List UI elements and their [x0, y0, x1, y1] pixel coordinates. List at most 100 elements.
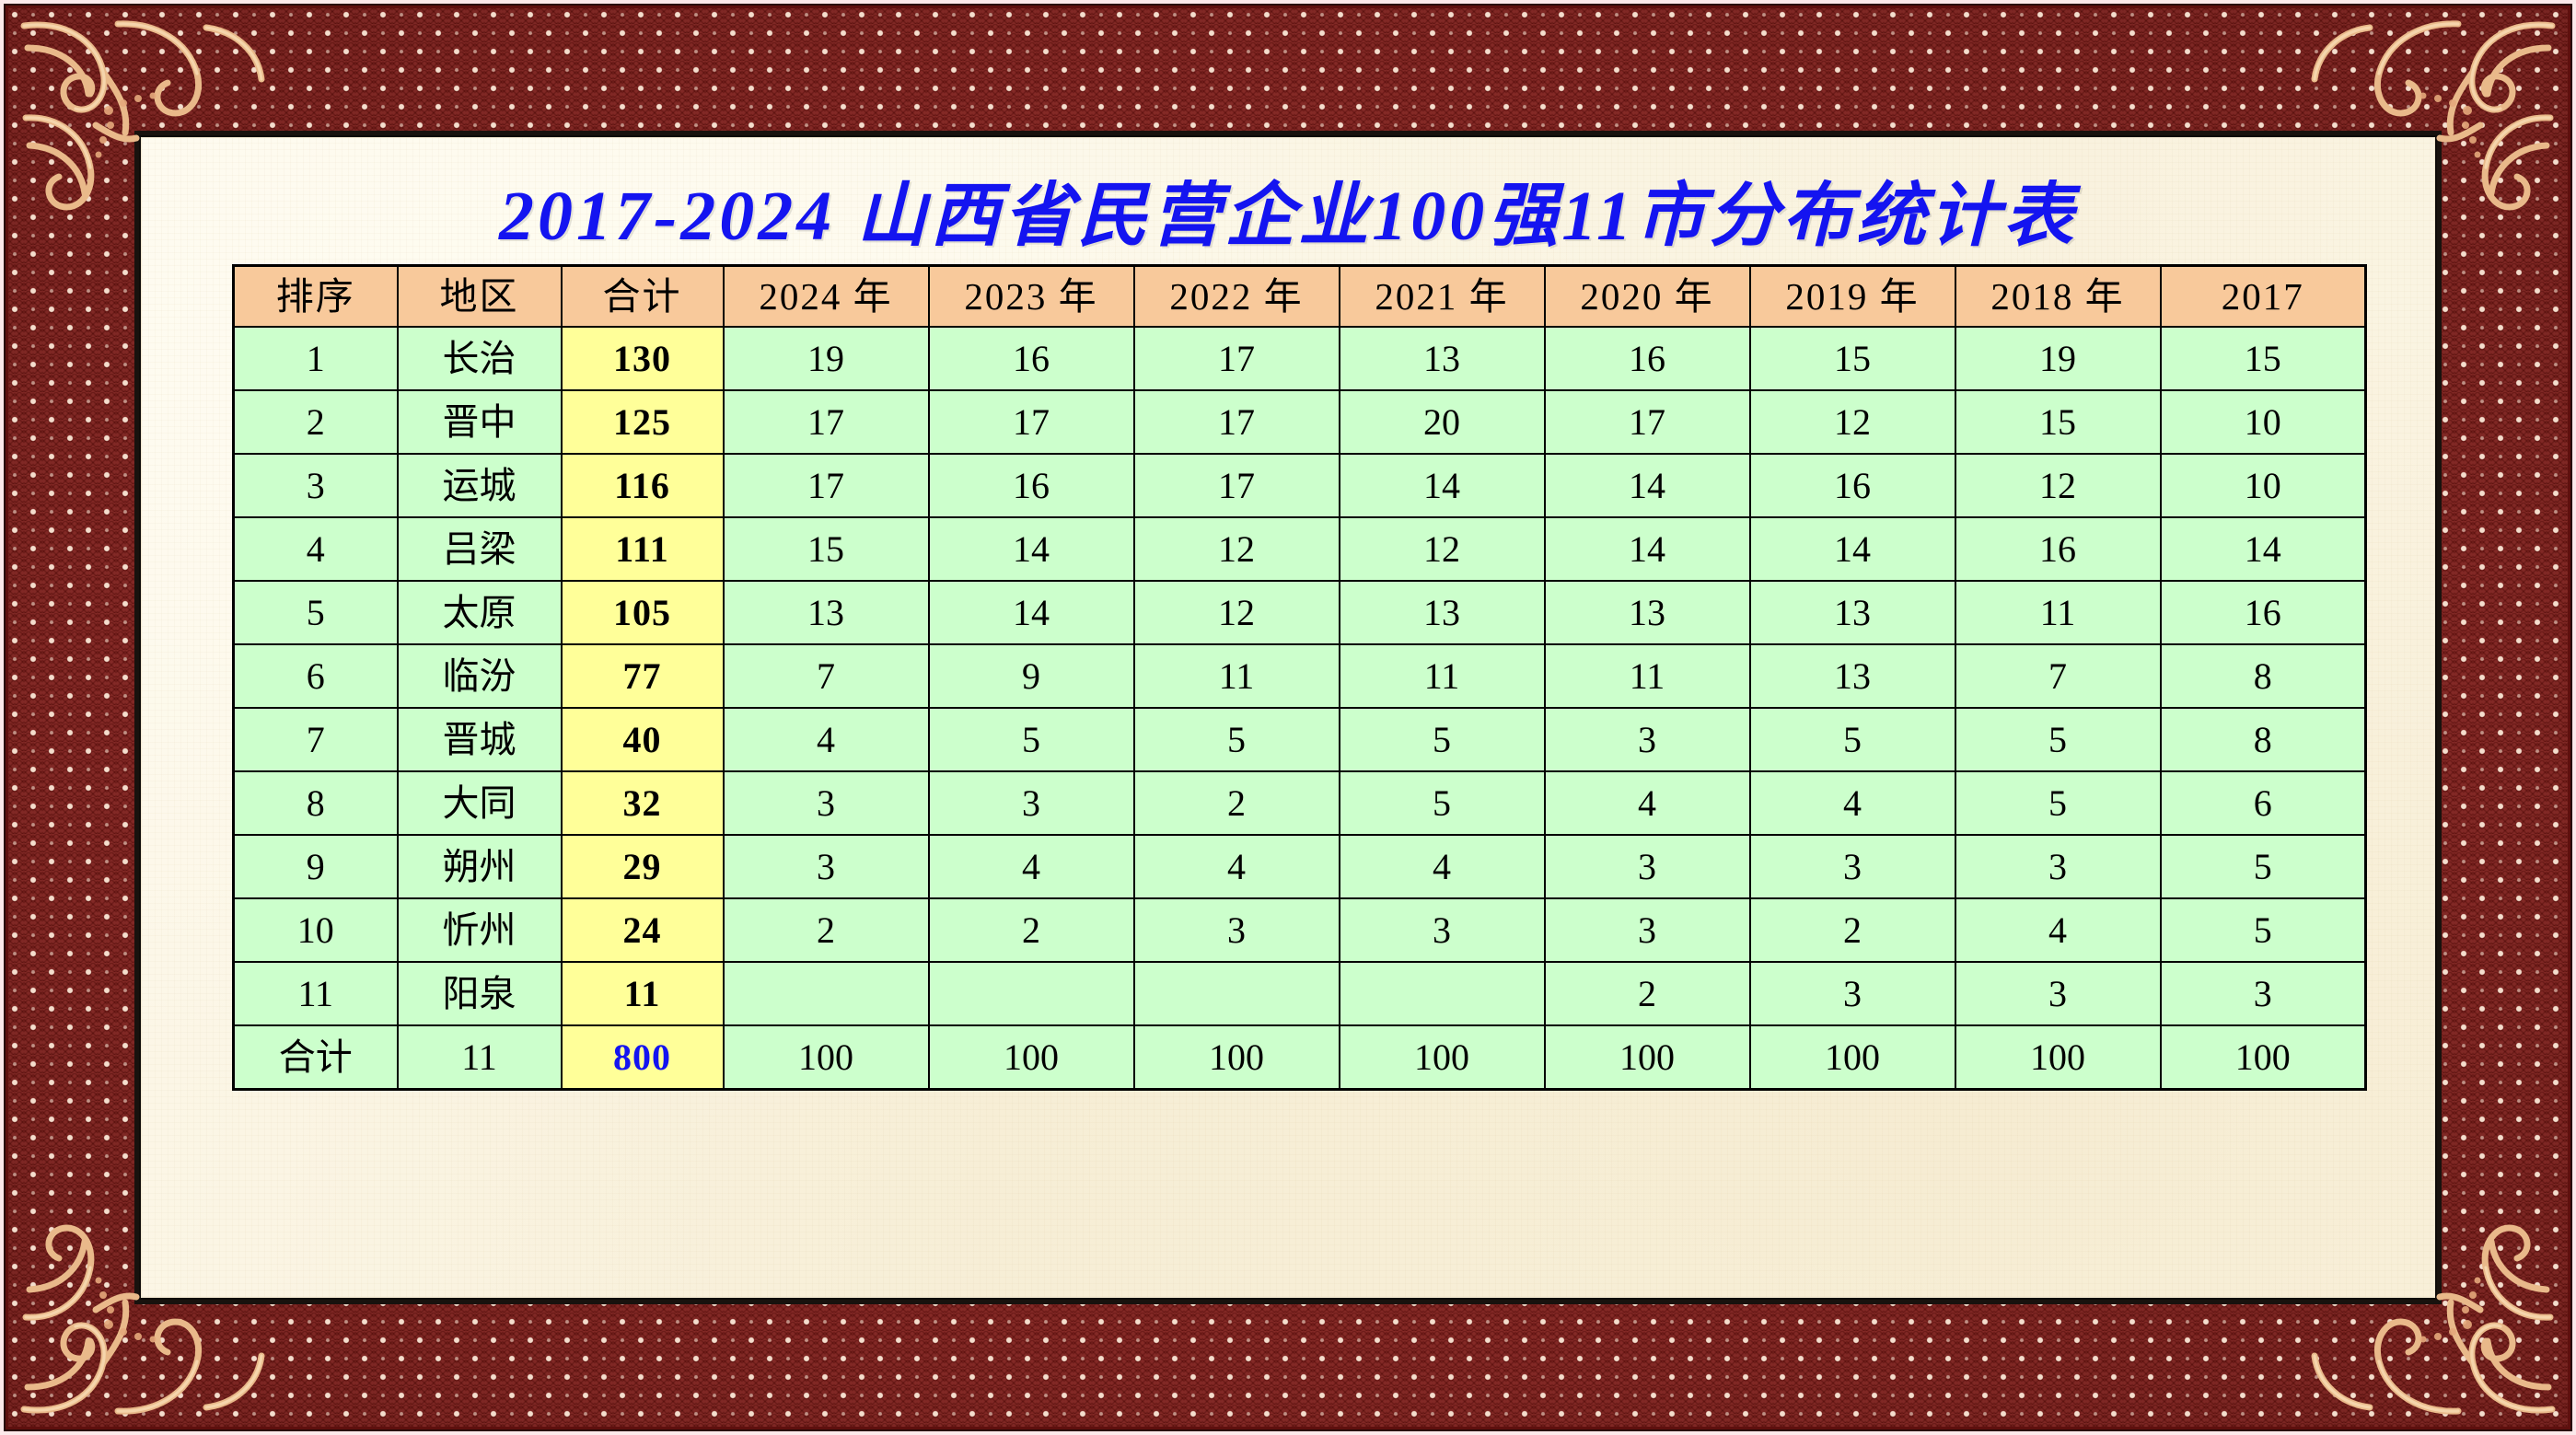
table-row: 8 大同 32 3 3 2 5 4 4 5 6	[232, 770, 2367, 836]
cell-rank: 1	[232, 326, 399, 391]
table-header: 排序 地区 合计 2024 年 2023 年 2022 年 2021 年 202…	[232, 264, 2367, 328]
cell-year-2017: 16	[2159, 580, 2367, 645]
cell-year-2020年: 2	[1543, 961, 1751, 1026]
cell-year-2020年: 14	[1543, 453, 1751, 518]
cell-rank: 8	[232, 770, 399, 836]
cell-year-2017: 8	[2159, 643, 2367, 709]
column-header-2020[interactable]: 2020 年	[1543, 264, 1751, 328]
cell-total: 125	[560, 389, 725, 455]
cell-year-2018年: 3	[1954, 834, 2162, 899]
cell-year-2017: 14	[2159, 516, 2367, 582]
cell-year-2021年: 14	[1338, 453, 1546, 518]
cell-total: 24	[560, 897, 725, 963]
cell-region: 阳泉	[396, 961, 563, 1026]
table-row: 3 运城 116 17 16 17 14 14 16 12 10	[232, 453, 2367, 518]
cell-rank: 11	[232, 961, 399, 1026]
total-year-2017: 100	[2159, 1024, 2367, 1091]
cell-year-2023年: 5	[927, 707, 1135, 772]
cell-year-2020年: 13	[1543, 580, 1751, 645]
cell-year-2023年	[927, 961, 1135, 1026]
cell-year-2017: 15	[2159, 326, 2367, 391]
cell-year-2024年	[722, 961, 930, 1026]
column-header-region[interactable]: 地区	[396, 264, 563, 328]
cell-year-2021年: 5	[1338, 707, 1546, 772]
cell-region: 运城	[396, 453, 563, 518]
statistics-table-container: 排序 地区 合计 2024 年 2023 年 2022 年 2021 年 202…	[232, 264, 2367, 1091]
table-row: 6 临汾 77 7 9 11 11 11 13 7 8	[232, 643, 2367, 709]
cell-year-2021年: 3	[1338, 897, 1546, 963]
cell-rank: 5	[232, 580, 399, 645]
total-year-2018年: 100	[1954, 1024, 2162, 1091]
column-header-2024[interactable]: 2024 年	[722, 264, 930, 328]
table-row: 5 太原 105 13 14 12 13 13 13 11 16	[232, 580, 2367, 645]
cell-year-2023年: 17	[927, 389, 1135, 455]
cell-year-2021年: 5	[1338, 770, 1546, 836]
cell-year-2022年: 3	[1132, 897, 1340, 963]
cell-year-2019年: 13	[1748, 580, 1956, 645]
column-header-total[interactable]: 合计	[560, 264, 725, 328]
table-row: 10 忻州 24 2 2 3 3 3 2 4 5	[232, 897, 2367, 963]
cell-year-2022年: 11	[1132, 643, 1340, 709]
cell-rank: 10	[232, 897, 399, 963]
cell-year-2019年: 13	[1748, 643, 1956, 709]
total-year-2020年: 100	[1543, 1024, 1751, 1091]
statistics-table: 排序 地区 合计 2024 年 2023 年 2022 年 2021 年 202…	[232, 264, 2367, 1091]
column-header-2021[interactable]: 2021 年	[1338, 264, 1546, 328]
cell-year-2020年: 3	[1543, 707, 1751, 772]
cell-year-2023年: 4	[927, 834, 1135, 899]
cell-year-2024年: 3	[722, 770, 930, 836]
cell-year-2023年: 16	[927, 326, 1135, 391]
cell-region: 太原	[396, 580, 563, 645]
cell-year-2019年: 4	[1748, 770, 1956, 836]
cell-year-2023年: 2	[927, 897, 1135, 963]
cell-year-2019年: 3	[1748, 961, 1956, 1026]
cell-year-2020年: 3	[1543, 834, 1751, 899]
column-header-2017[interactable]: 2017	[2159, 264, 2367, 328]
cell-region: 晋中	[396, 389, 563, 455]
cell-total: 111	[560, 516, 725, 582]
cell-year-2022年: 17	[1132, 326, 1340, 391]
cell-year-2024年: 3	[722, 834, 930, 899]
cell-year-2019年: 3	[1748, 834, 1956, 899]
cell-year-2020年: 14	[1543, 516, 1751, 582]
cell-year-2024年: 15	[722, 516, 930, 582]
cell-year-2022年: 12	[1132, 516, 1340, 582]
cell-year-2020年: 16	[1543, 326, 1751, 391]
cell-year-2024年: 17	[722, 389, 930, 455]
cell-year-2019年: 5	[1748, 707, 1956, 772]
column-header-2022[interactable]: 2022 年	[1132, 264, 1340, 328]
column-header-2019[interactable]: 2019 年	[1748, 264, 1956, 328]
cell-year-2019年: 16	[1748, 453, 1956, 518]
table-row: 11 阳泉 11 2 3 3 3	[232, 961, 2367, 1026]
table-row: 7 晋城 40 4 5 5 5 3 5 5 8	[232, 707, 2367, 772]
cell-year-2021年: 11	[1338, 643, 1546, 709]
cell-year-2017: 10	[2159, 453, 2367, 518]
cell-region: 长治	[396, 326, 563, 391]
cell-year-2022年: 2	[1132, 770, 1340, 836]
page-title: 2017-2024 山西省民营企业100强11市分布统计表	[498, 178, 2078, 255]
cell-year-2023年: 9	[927, 643, 1135, 709]
cell-total: 116	[560, 453, 725, 518]
total-year-2022年: 100	[1132, 1024, 1340, 1091]
cell-year-2019年: 14	[1748, 516, 1956, 582]
column-header-rank[interactable]: 排序	[232, 264, 399, 328]
cell-year-2021年: 13	[1338, 580, 1546, 645]
cell-region: 晋城	[396, 707, 563, 772]
cell-total: 130	[560, 326, 725, 391]
total-year-2019年: 100	[1748, 1024, 1956, 1091]
cell-total: 29	[560, 834, 725, 899]
table-header-row: 排序 地区 合计 2024 年 2023 年 2022 年 2021 年 202…	[232, 264, 2367, 328]
cell-year-2018年: 4	[1954, 897, 2162, 963]
cell-year-2024年: 2	[722, 897, 930, 963]
cell-year-2019年: 12	[1748, 389, 1956, 455]
column-header-2018[interactable]: 2018 年	[1954, 264, 2162, 328]
total-sum: 800	[560, 1024, 725, 1091]
cell-year-2017: 3	[2159, 961, 2367, 1026]
total-label: 合计	[232, 1024, 399, 1091]
cell-year-2023年: 3	[927, 770, 1135, 836]
cell-rank: 7	[232, 707, 399, 772]
cell-total: 11	[560, 961, 725, 1026]
cell-year-2018年: 5	[1954, 770, 2162, 836]
column-header-2023[interactable]: 2023 年	[927, 264, 1135, 328]
